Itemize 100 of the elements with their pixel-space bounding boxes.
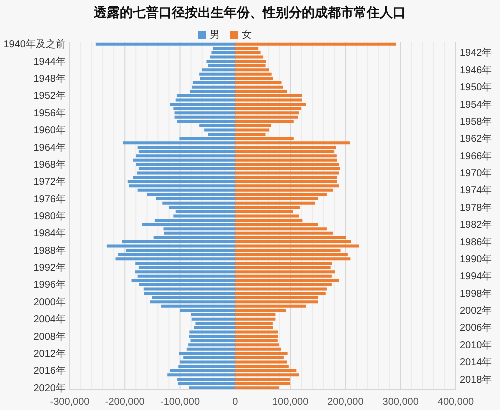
bar xyxy=(174,116,236,119)
y-tick-label: 1998年 xyxy=(460,288,492,300)
bar xyxy=(190,339,236,342)
bar xyxy=(235,318,276,321)
y-tick-label: 2016年 xyxy=(34,365,66,378)
bar xyxy=(235,266,331,270)
bar xyxy=(235,86,284,89)
bar xyxy=(235,300,318,304)
bar xyxy=(235,128,270,132)
bar xyxy=(137,172,236,175)
bar xyxy=(129,184,236,188)
y-tick-label: 2010年 xyxy=(460,339,492,352)
bar xyxy=(200,72,236,76)
y-tick-label: 1988年 xyxy=(34,244,66,257)
bar xyxy=(235,382,290,386)
y-tick-label: 2014年 xyxy=(460,356,492,369)
bar xyxy=(235,51,261,54)
bar xyxy=(192,86,236,89)
y-tick-label: 2000年 xyxy=(34,296,66,308)
y-tick-label: 1994年 xyxy=(460,270,492,283)
bar xyxy=(212,51,236,54)
bar xyxy=(174,112,236,115)
bar xyxy=(235,279,340,282)
y-tick-label: 1982年 xyxy=(460,219,492,232)
bar xyxy=(176,94,236,98)
y-tick-label: 1952年 xyxy=(34,90,66,102)
bar xyxy=(235,142,350,145)
bar xyxy=(135,270,236,274)
y-tick-label: 1980年 xyxy=(34,210,66,222)
bar xyxy=(123,142,236,145)
y-tick-label: 1942年 xyxy=(460,47,492,60)
x-tick-label: 300,000 xyxy=(382,397,420,408)
bar xyxy=(235,94,302,98)
y-tick-label: 1944年 xyxy=(34,56,66,68)
bar xyxy=(138,150,236,154)
bar xyxy=(178,120,236,124)
bar xyxy=(235,214,300,218)
y-tick-label: 1958年 xyxy=(460,116,492,128)
bar xyxy=(235,107,302,110)
x-tick-label: 200,000 xyxy=(328,397,364,408)
bar xyxy=(235,184,340,188)
legend-label: 男 xyxy=(210,30,220,41)
y-tick-label: 2004年 xyxy=(34,314,66,326)
bar xyxy=(136,163,236,166)
bar xyxy=(118,253,236,256)
bar xyxy=(202,68,236,72)
bar xyxy=(142,223,236,226)
bar xyxy=(235,163,340,166)
bar xyxy=(168,374,236,377)
x-tick-label: -300,000 xyxy=(50,397,90,408)
y-tick-label: 1954年 xyxy=(460,98,492,111)
y-tick-label: 1996年 xyxy=(34,279,66,292)
y-tick-label: 1990年 xyxy=(460,253,492,266)
bar xyxy=(235,253,348,256)
x-tick-label: 0 xyxy=(232,397,239,408)
bar xyxy=(235,72,272,76)
y-tick-label: 1946年 xyxy=(460,64,492,76)
x-tick-label: 100,000 xyxy=(272,397,310,408)
y-tick-label: 2002年 xyxy=(460,305,492,318)
y-tick-label: 1964年 xyxy=(34,142,66,154)
bar xyxy=(174,107,236,110)
bar xyxy=(190,330,236,334)
bar xyxy=(96,42,236,46)
y-tick-label: 1974年 xyxy=(460,184,492,197)
y-tick-label: 1976年 xyxy=(34,193,66,206)
bar xyxy=(235,167,340,170)
bar xyxy=(235,330,278,334)
y-tick-label: 1986年 xyxy=(460,236,492,248)
bar xyxy=(235,172,340,175)
bar xyxy=(235,360,288,364)
bar xyxy=(235,158,338,162)
bar xyxy=(235,64,266,68)
x-tick-label: -200,000 xyxy=(105,397,146,408)
y-tick-label: 1970年 xyxy=(460,168,492,180)
y-tick-label: 1984年 xyxy=(34,228,66,240)
bar xyxy=(235,154,337,158)
y-tick-label: 1950年 xyxy=(460,82,492,94)
y-tick-label: 2018年 xyxy=(460,374,492,386)
bar xyxy=(138,266,236,270)
bar xyxy=(116,258,236,261)
y-tick-label: 1962年 xyxy=(460,133,492,146)
y-tick-label: 1960年 xyxy=(34,124,66,137)
bar xyxy=(235,202,316,205)
chart-title: 透露的七普口径按出生年份、性别分的成都市常住人口 xyxy=(93,4,407,22)
bar xyxy=(235,339,278,342)
bar xyxy=(235,68,270,72)
y-tick-label: 1948年 xyxy=(34,73,66,86)
bar xyxy=(128,180,236,184)
y-tick-label: 2008年 xyxy=(34,330,66,343)
bar xyxy=(179,352,236,356)
y-tick-label: 2012年 xyxy=(34,348,66,360)
y-tick-label: 1978年 xyxy=(460,202,492,214)
bar xyxy=(180,360,236,364)
y-tick-label: 1992年 xyxy=(34,262,66,274)
bar xyxy=(235,352,288,356)
bar xyxy=(235,98,302,102)
y-tick-label: 2020年 xyxy=(34,382,66,394)
bar xyxy=(235,42,396,46)
bar xyxy=(235,322,273,326)
bar xyxy=(196,322,236,326)
